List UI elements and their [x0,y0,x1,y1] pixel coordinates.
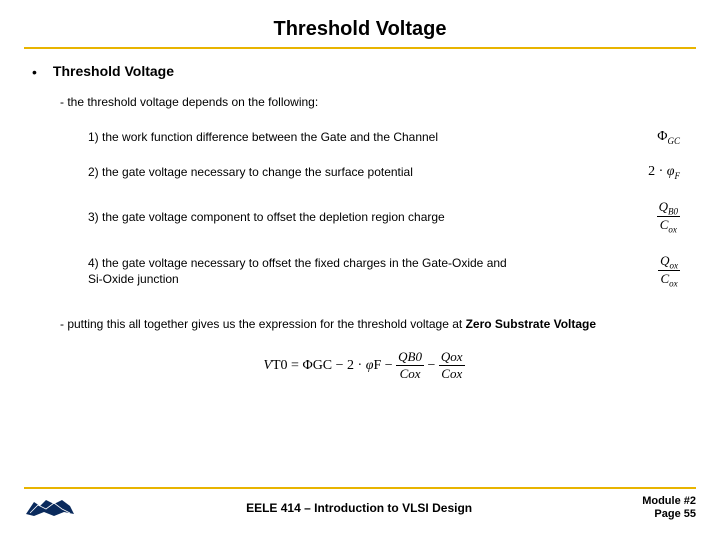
item-num: 1) [88,130,99,144]
list-item: 2) the gate voltage necessary to change … [88,164,686,181]
slide: Threshold Voltage • Threshold Voltage - … [0,0,720,540]
slide-title: Threshold Voltage [24,18,696,41]
item-body: the gate voltage necessary to offset the… [88,256,507,286]
item-formula: QB0Cox [657,199,686,235]
item-num: 3) [88,210,99,224]
page-label: Page 55 [642,508,696,522]
course-label: EELE 414 – Introduction to VLSI Design [76,501,642,515]
footer-row: EELE 414 – Introduction to VLSI Design M… [24,495,696,523]
conclusion-prefix: - putting this all together gives us the… [60,317,466,331]
intro-text: - the threshold voltage depends on the f… [32,79,696,119]
list-item: 3) the gate voltage component to offset … [88,199,686,235]
module-label: Module #2 [642,495,696,509]
item-num: 2) [88,165,99,179]
item-body: the gate voltage component to offset the… [102,210,445,224]
item-formula: ΦGC [657,129,686,146]
bullet-dot-icon: • [32,63,37,79]
subheading: Threshold Voltage [53,63,174,79]
list-item: 1) the work function difference between … [88,129,686,146]
title-wrap: Threshold Voltage [24,18,696,49]
conclusion: - putting this all together gives us the… [32,307,696,331]
item-text: 2) the gate voltage necessary to change … [88,164,413,180]
equation-row: VT0 = ΦGC − 2 · φF − QB0Cox − QoxCox [32,331,696,382]
item-num: 4) [88,256,99,270]
bobcat-logo-icon [24,496,76,520]
item-text: 1) the work function difference between … [88,129,438,145]
main-equation: VT0 = ΦGC − 2 · φF − QB0Cox − QoxCox [263,358,464,373]
footer: EELE 414 – Introduction to VLSI Design M… [24,487,696,523]
item-formula: 2 · φF [648,164,686,181]
heading-row: • Threshold Voltage [32,63,696,79]
item-formula: QoxCox [658,253,686,289]
item-text: 4) the gate voltage necessary to offset … [88,255,518,287]
list-item: 4) the gate voltage necessary to offset … [88,253,686,289]
factor-list: 1) the work function difference between … [32,129,696,289]
item-text: 3) the gate voltage component to offset … [88,209,445,225]
page-info: Module #2 Page 55 [642,495,696,523]
footer-rule [24,487,696,489]
conclusion-bold: Zero Substrate Voltage [466,317,596,331]
item-body: the gate voltage necessary to change the… [102,165,413,179]
content-area: • Threshold Voltage - the threshold volt… [24,49,696,382]
item-body: the work function difference between the… [102,130,438,144]
